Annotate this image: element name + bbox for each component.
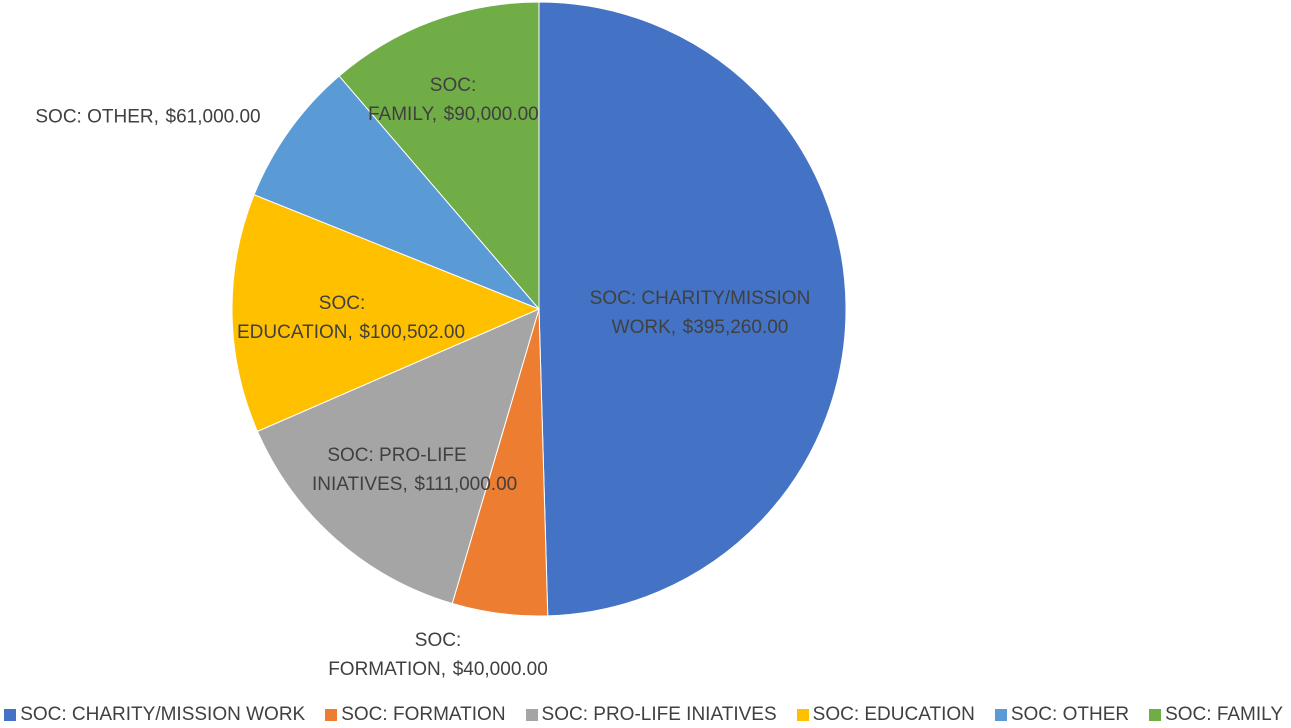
legend-swatch <box>796 709 809 721</box>
data-label: SOC: OTHER $61,000.00 <box>0 103 308 132</box>
legend-label: SOC: PRO-LIFE INIATIVES <box>541 704 777 725</box>
legend: SOC: CHARITY/MISSION WORK SOC: FORMATION S… <box>0 703 1283 727</box>
data-label-category: SOC: EDUCATION <box>237 293 365 343</box>
data-label-value: $61,000.00 <box>165 106 261 128</box>
data-label: SOC: FORMATION$40,000.00 <box>318 626 558 684</box>
legend-swatch <box>4 709 17 721</box>
data-label-value: $40,000.00 <box>452 659 548 680</box>
legend-item: SOC: EDUCATION <box>796 703 975 727</box>
data-label-value: $100,502.00 <box>359 322 466 343</box>
data-label-value: $395,260.00 <box>682 317 789 338</box>
data-label-category: SOC: FORMATION <box>328 630 461 680</box>
legend-swatch <box>525 709 538 721</box>
legend-swatch <box>325 709 338 721</box>
legend-swatch <box>1149 709 1162 721</box>
data-label-value: $111,000.00 <box>414 474 518 495</box>
legend-label: SOC: FORMATION <box>341 704 506 725</box>
legend-item: SOC: CHARITY/MISSION WORK <box>4 703 305 727</box>
legend-label: SOC: EDUCATION <box>812 704 975 725</box>
data-label: SOC: EDUCATION$100,502.00 <box>237 289 465 347</box>
legend-item: SOC: FAMILY <box>1149 703 1283 727</box>
data-label-value: $90,000.00 <box>443 104 539 125</box>
pie-slice <box>253 75 540 310</box>
legend-item: SOC: OTHER <box>994 703 1130 727</box>
legend-swatch <box>994 709 1007 721</box>
data-label: SOC: PRO-LIFE INIATIVES$111,000.00 <box>312 441 517 499</box>
pie-slice <box>256 308 540 605</box>
legend-item: SOC: FORMATION <box>325 703 506 727</box>
legend-item: SOC: PRO-LIFE INIATIVES <box>525 703 777 727</box>
data-label: SOC: CHARITY/MISSION WORK$395,260.00 <box>560 284 840 342</box>
pie-slice <box>538 1 847 617</box>
data-label-category: SOC: OTHER <box>35 107 159 128</box>
legend-label: SOC: OTHER <box>1010 704 1130 725</box>
legend-label: SOC: CHARITY/MISSION WORK <box>20 704 306 725</box>
pie-slice <box>338 1 540 311</box>
data-label: SOC: FAMILY$90,000.00 <box>368 71 539 129</box>
pie-slice <box>231 194 541 433</box>
legend-label: SOC: FAMILY <box>1165 704 1283 725</box>
